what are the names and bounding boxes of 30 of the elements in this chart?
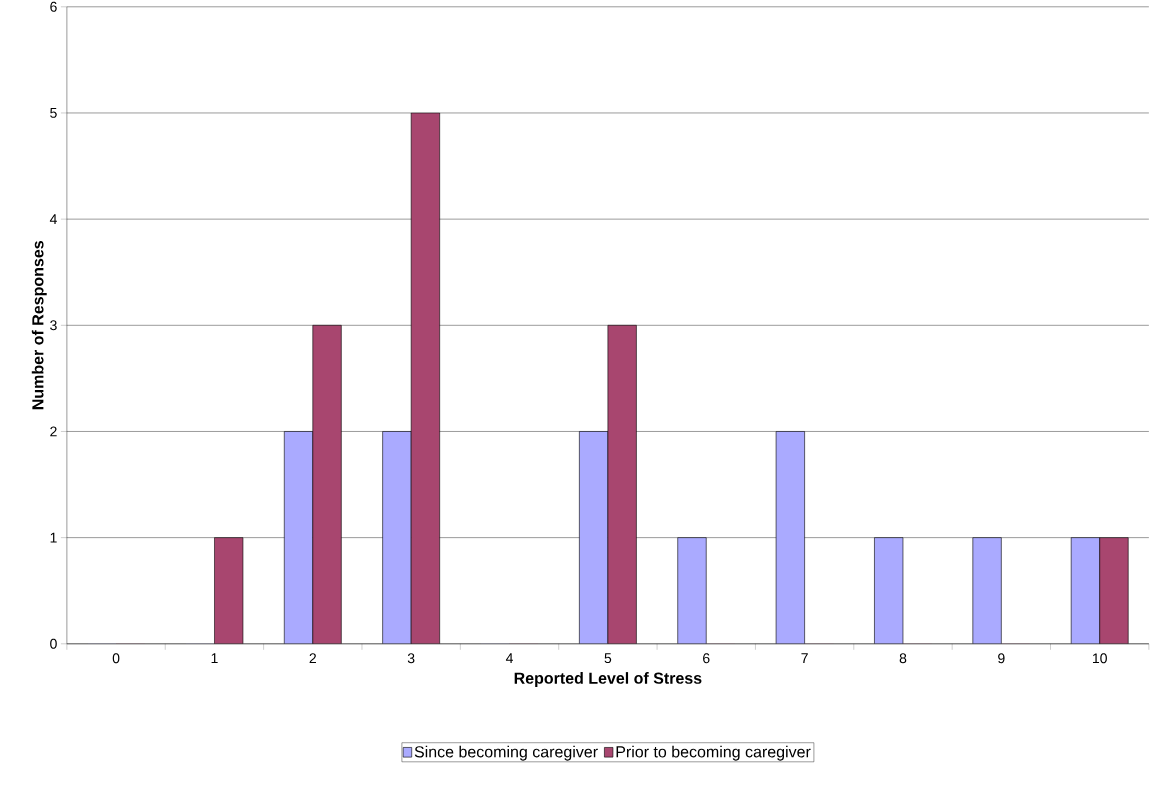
x-tick-label: 5 (604, 653, 612, 664)
x-tick-label: 0 (112, 653, 120, 664)
y-tick-label: 3 (50, 320, 57, 331)
bar (382, 431, 412, 644)
y-tick-label: 4 (49, 214, 57, 224)
x-tick-label: 3 (407, 653, 415, 664)
bar (1070, 537, 1101, 644)
y-axis-title: Number of Responses (31, 241, 47, 410)
bar (775, 431, 805, 644)
x-tick-label: 8 (899, 653, 907, 664)
x-tick-label: 2 (309, 653, 316, 664)
bar (579, 431, 609, 644)
bar (283, 431, 314, 644)
bar (972, 537, 1002, 644)
legend-label: Since becoming caregiver (414, 745, 598, 761)
bar (677, 537, 707, 644)
x-tick-label: 10 (1092, 653, 1107, 664)
x-tick-label: 4 (505, 653, 513, 663)
x-tick-label: 1 (211, 653, 218, 663)
y-tick-label: 6 (50, 1, 57, 12)
y-tick-label: 1 (50, 532, 57, 543)
x-tick-label: 6 (703, 653, 710, 664)
y-tick-label: 2 (50, 426, 57, 437)
legend-label: Prior to becoming caregiver (616, 745, 811, 761)
x-tick-label: 7 (801, 653, 808, 663)
y-tick-label: 5 (50, 108, 57, 118)
y-tick-label: 0 (50, 638, 57, 649)
bar (874, 537, 904, 644)
x-axis-title: Reported Level of Stress (514, 672, 702, 688)
x-tick-label: 9 (998, 653, 1005, 664)
